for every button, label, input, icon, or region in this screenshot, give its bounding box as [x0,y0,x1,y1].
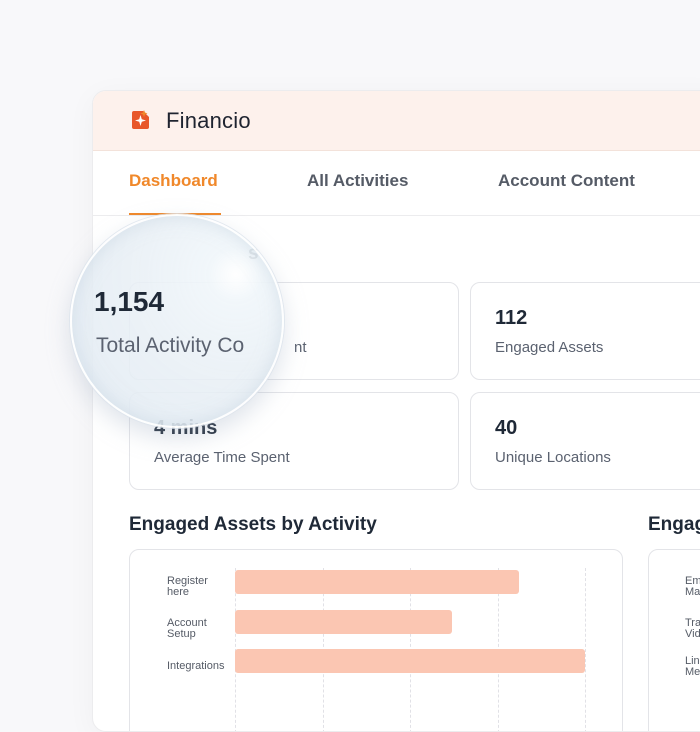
stat-value: 40 [495,417,518,439]
stat-card-unique-locations: 40 Unique Locations [470,392,700,490]
bar-label-right-1: Em Ma [685,575,700,598]
tab-account-content[interactable]: Account Content [498,171,635,190]
chart-title-engaged-assets: Engaged Assets by Activity [129,514,377,535]
tab-all-activities[interactable]: All Activities [307,171,409,190]
chart-card-right: Em Ma Tra Vid Lin Me [648,549,700,731]
stat-label: Engaged Assets [495,339,604,356]
tab-dashboard[interactable]: Dashboard [129,171,218,190]
stat-label: Unique Locations [495,449,611,466]
stat-label: Average Time Spent [154,449,290,466]
bar-integrations[interactable] [235,649,585,673]
bar-label-integrations: Integrations [167,660,225,672]
top-bar: Financio [93,91,700,151]
grid-line [585,568,586,731]
stat-label-tail: nt [294,339,307,356]
stat-label-total-activity-magnified: Total Activity Co [96,334,245,357]
stat-value: 112 [495,307,528,329]
bar-label-right-3: Lin Me [685,655,700,678]
bar-label-account-setup: Account Setup [167,617,207,640]
sparkle-logo-icon [132,110,149,129]
bar-label-register-here: Register here [167,575,208,598]
brand-name: Financio [166,108,251,133]
bar-register-here[interactable] [235,570,519,594]
tab-bar: Dashboard All Activities Account Content [93,151,700,216]
chart-title-right: Engag [648,514,700,535]
bar-account-setup[interactable] [235,610,452,634]
bar-label-right-2: Tra Vid [685,617,700,640]
stat-card-engaged-assets: 112 Engaged Assets [470,282,700,380]
chart-card-engaged-assets: Register here Account Setup Integrations [129,549,623,731]
magnifier-lens: 1,154 Total Activity Co [70,214,284,428]
stat-value-total-activity: 1,154 [94,286,165,317]
